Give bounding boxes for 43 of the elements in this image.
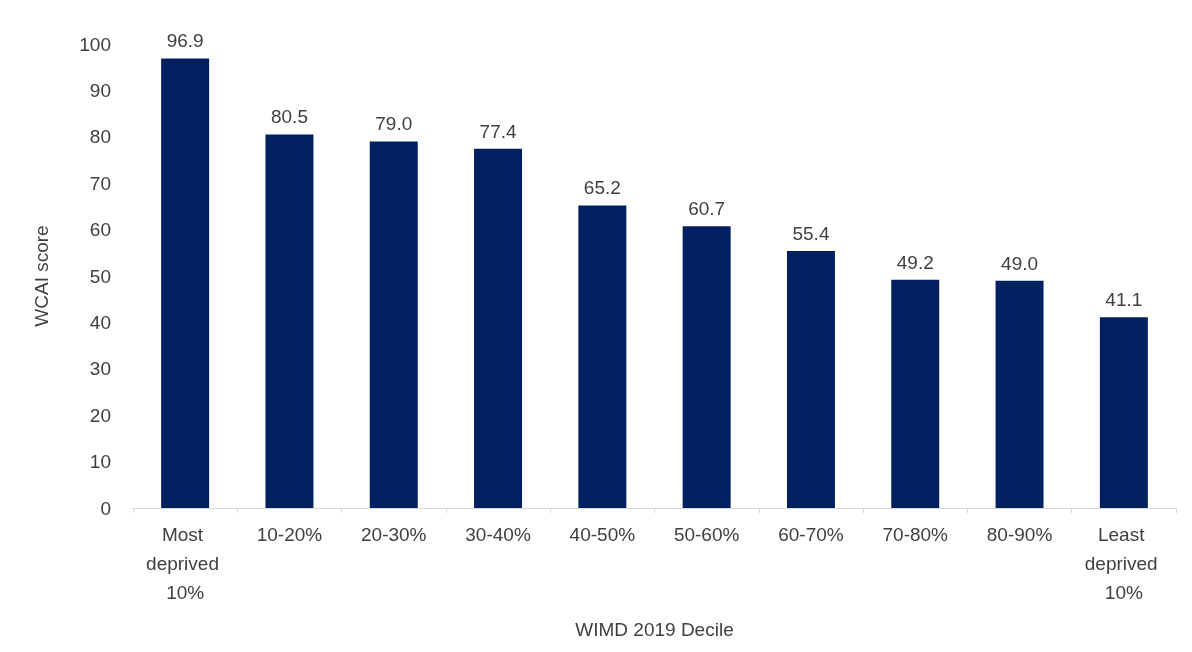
y-axis-title: WCAI score	[31, 225, 52, 327]
data-label: 49.0	[1001, 252, 1039, 274]
y-tick-label: 10	[89, 451, 111, 473]
bar	[265, 134, 314, 508]
y-tick-label: 70	[89, 172, 111, 194]
x-tick-label: 80-90%	[986, 524, 1053, 545]
x-tick-label: 30-40%	[465, 524, 531, 545]
x-tick-label: 60-70%	[778, 524, 844, 545]
data-label: 60.7	[688, 198, 726, 220]
data-label: 80.5	[270, 106, 308, 128]
y-tick-label: 90	[89, 79, 111, 101]
data-label: 49.2	[896, 251, 934, 273]
y-tick-label: 60	[89, 219, 111, 241]
y-tick-label: 30	[89, 358, 111, 380]
bar	[578, 205, 627, 508]
data-label: 96.9	[166, 30, 204, 52]
bar	[474, 148, 523, 508]
bar	[161, 58, 210, 508]
x-axis-title: WIMD 2019 Decile	[575, 619, 734, 640]
x-tick-label: 50-60%	[673, 524, 740, 545]
bar	[995, 280, 1044, 508]
data-label: 41.1	[1105, 289, 1143, 311]
data-label: 77.4	[479, 120, 517, 142]
x-tick-label: Most deprived 10%	[146, 524, 225, 603]
x-tick-label: 40-50%	[569, 524, 636, 545]
x-tick-label: 70-80%	[882, 524, 949, 545]
y-tick-label: 0	[100, 497, 111, 519]
x-tick-label: Least deprived 10%	[1084, 524, 1163, 603]
data-label: 55.4	[792, 222, 830, 244]
y-tick-label: 20	[89, 404, 111, 426]
y-tick-label: 80	[89, 126, 111, 148]
bar	[1099, 317, 1148, 508]
y-tick-label: 50	[89, 265, 111, 287]
data-label: 65.2	[583, 177, 621, 199]
y-tick-label: 100	[79, 33, 111, 55]
data-label: 79.0	[375, 113, 413, 135]
x-tick-label: 20-30%	[361, 524, 427, 545]
y-tick-label: 40	[89, 311, 111, 333]
bar	[369, 141, 418, 508]
bar	[891, 279, 940, 508]
bar	[682, 226, 731, 508]
x-tick-label: 10-20%	[256, 524, 323, 545]
bar	[786, 250, 835, 508]
